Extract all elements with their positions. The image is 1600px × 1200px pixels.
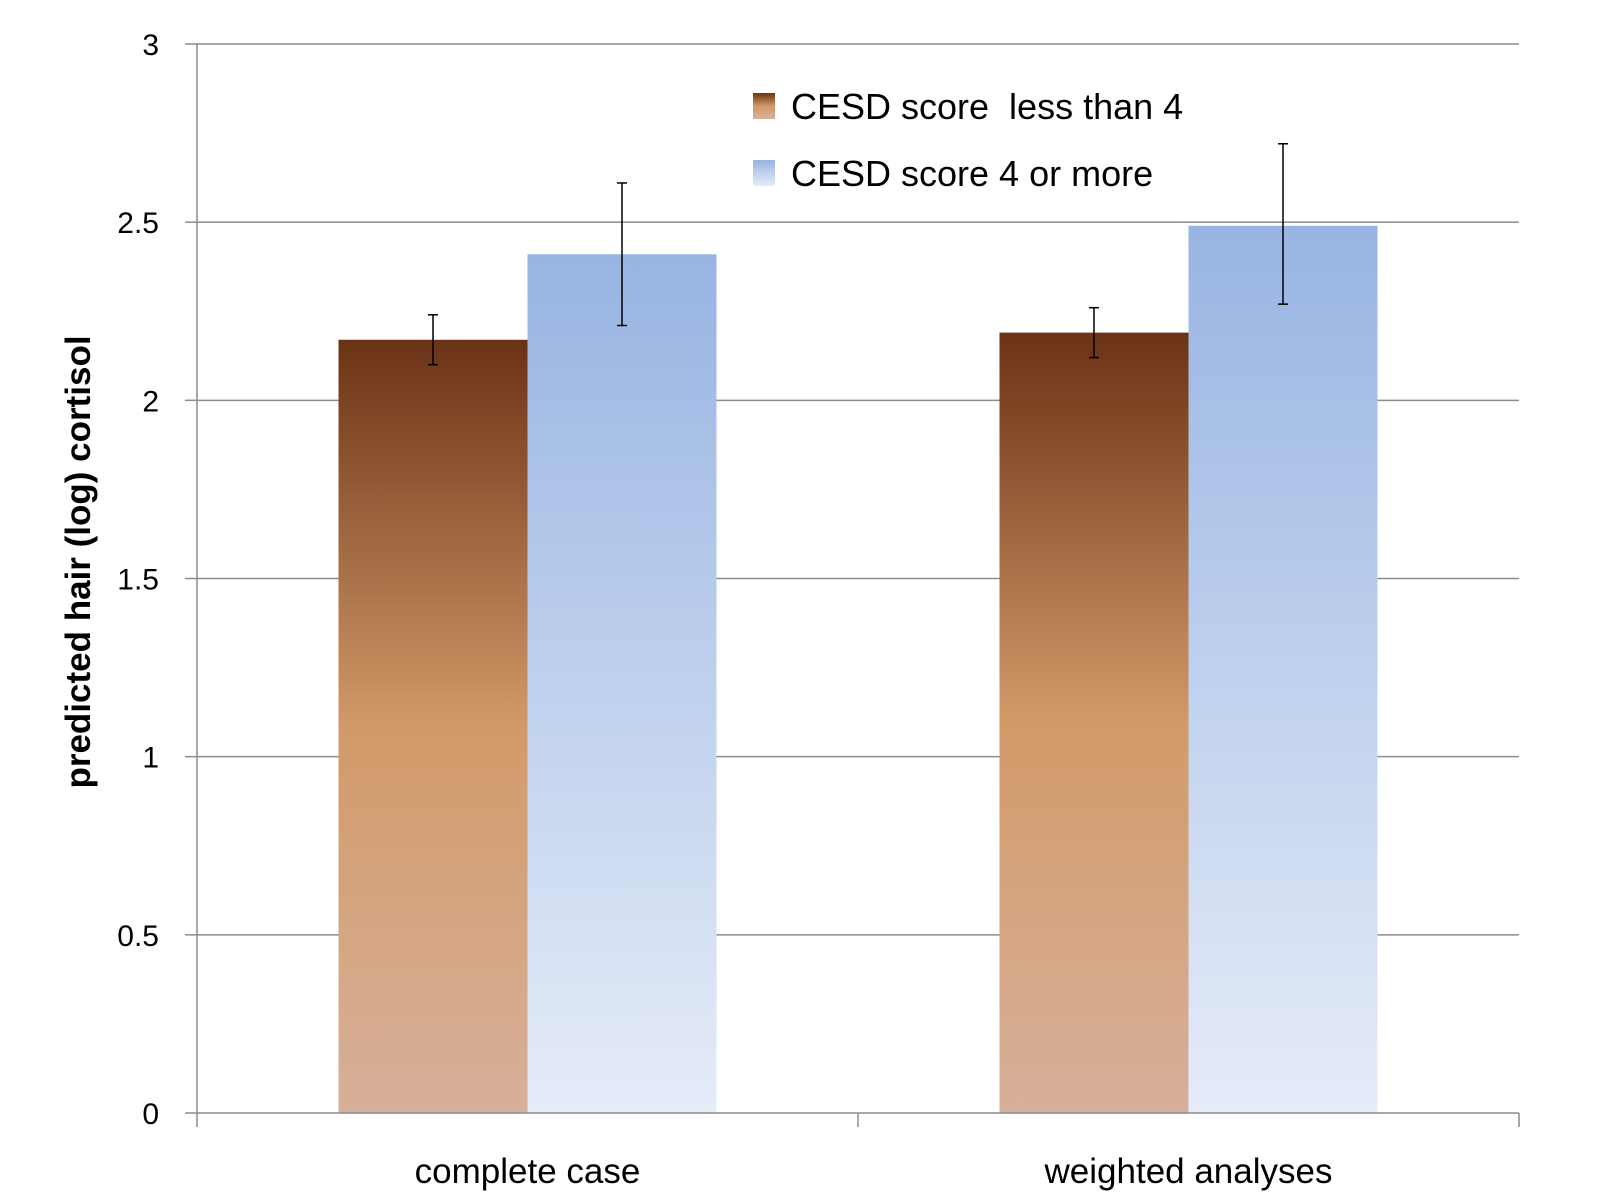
legend-label: CESD score 4 or more bbox=[791, 153, 1153, 194]
y-axis-title: predicted hair (log) cortisol bbox=[59, 335, 98, 788]
y-tick-label: 0 bbox=[142, 1098, 159, 1131]
legend-label: CESD score less than 4 bbox=[791, 86, 1183, 127]
bar bbox=[1188, 225, 1378, 1114]
x-category-label: weighted analyses bbox=[1044, 1152, 1333, 1191]
legend: CESD score less than 4 CESD score 4 or mo… bbox=[753, 86, 1183, 194]
legend-swatch bbox=[753, 160, 775, 186]
axes: 0 0.5 1 1.5 2 2.5 3 complete case weighted analy… bbox=[117, 29, 1520, 1191]
bar bbox=[999, 332, 1189, 1113]
y-tick-label: 1 bbox=[142, 742, 159, 775]
y-tick-label: 1.5 bbox=[117, 564, 159, 597]
bar bbox=[527, 254, 717, 1113]
y-tick-label: 0.5 bbox=[117, 920, 159, 953]
y-tick-label: 2 bbox=[142, 385, 159, 418]
y-tick-label: 2.5 bbox=[117, 207, 159, 240]
legend-swatch bbox=[753, 93, 775, 119]
x-category-label: complete case bbox=[415, 1152, 641, 1191]
bar bbox=[338, 339, 528, 1113]
y-tick-label: 3 bbox=[142, 29, 159, 62]
bars bbox=[338, 143, 1378, 1114]
